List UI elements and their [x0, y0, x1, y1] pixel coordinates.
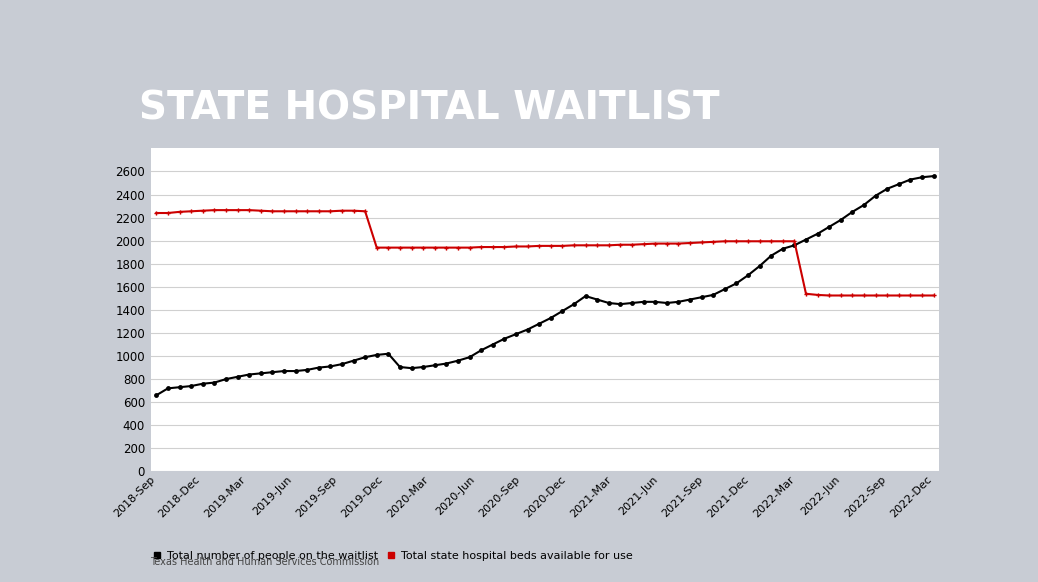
Text: STATE HOSPITAL WAITLIST: STATE HOSPITAL WAITLIST	[139, 90, 720, 127]
Legend: Total number of people on the waitlist, Total state hospital beds available for : Total number of people on the waitlist, …	[153, 551, 633, 562]
Text: Texas Health and Human Services Commission: Texas Health and Human Services Commissi…	[151, 558, 380, 567]
